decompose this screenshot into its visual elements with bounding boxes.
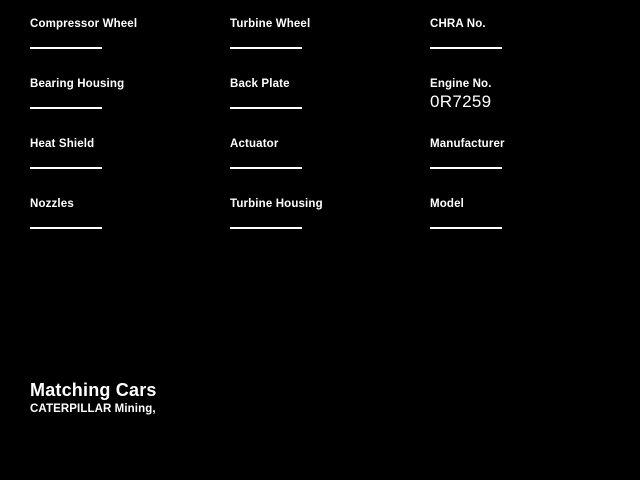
spec-label: Heat Shield <box>30 138 95 150</box>
spec-field-nozzles[interactable]: Nozzles <box>30 192 230 252</box>
spec-label: Bearing Housing <box>30 78 125 90</box>
matching-cars-section: Matching Cars CATERPILLAR Mining, <box>30 380 450 416</box>
spec-field-model[interactable]: Model <box>430 192 630 252</box>
spec-underline <box>30 167 102 169</box>
spec-field-back-plate[interactable]: Back Plate <box>230 72 430 132</box>
spec-label: Turbine Wheel <box>230 18 311 30</box>
spec-underline <box>230 167 302 169</box>
spec-field-chra-no[interactable]: CHRA No. <box>430 12 630 72</box>
spec-underline <box>230 47 302 49</box>
spec-underline <box>430 47 502 49</box>
spec-label: Nozzles <box>30 198 74 210</box>
spec-underline <box>230 227 302 229</box>
spec-underline <box>430 167 502 169</box>
spec-field-bearing-housing[interactable]: Bearing Housing <box>30 72 230 132</box>
spec-field-turbine-housing[interactable]: Turbine Housing <box>230 192 430 252</box>
turbo-spec-grid: Compressor Wheel Turbine Wheel CHRA No. … <box>30 12 610 252</box>
spec-label: Back Plate <box>230 78 290 90</box>
spec-field-compressor-wheel[interactable]: Compressor Wheel <box>30 12 230 72</box>
spec-underline <box>30 47 102 49</box>
spec-label: Model <box>430 198 464 210</box>
spec-field-actuator[interactable]: Actuator <box>230 132 430 192</box>
spec-field-heat-shield[interactable]: Heat Shield <box>30 132 230 192</box>
spec-label: Manufacturer <box>430 138 505 150</box>
spec-underline <box>430 227 502 229</box>
spec-label: Turbine Housing <box>230 198 323 210</box>
matching-cars-entry[interactable]: CATERPILLAR Mining, <box>30 403 156 415</box>
matching-cars-title: Matching Cars <box>30 380 157 400</box>
spec-underline <box>30 227 102 229</box>
spec-field-turbine-wheel[interactable]: Turbine Wheel <box>230 12 430 72</box>
spec-label: CHRA No. <box>430 18 486 30</box>
spec-label: Actuator <box>230 138 279 150</box>
spec-label: Compressor Wheel <box>30 18 138 30</box>
spec-value: 0R7259 <box>430 92 492 111</box>
spec-field-engine-no[interactable]: Engine No. 0R7259 <box>430 72 630 132</box>
spec-label: Engine No. <box>430 78 492 90</box>
spec-underline <box>230 107 302 109</box>
spec-underline <box>30 107 102 109</box>
spec-field-manufacturer[interactable]: Manufacturer <box>430 132 630 192</box>
